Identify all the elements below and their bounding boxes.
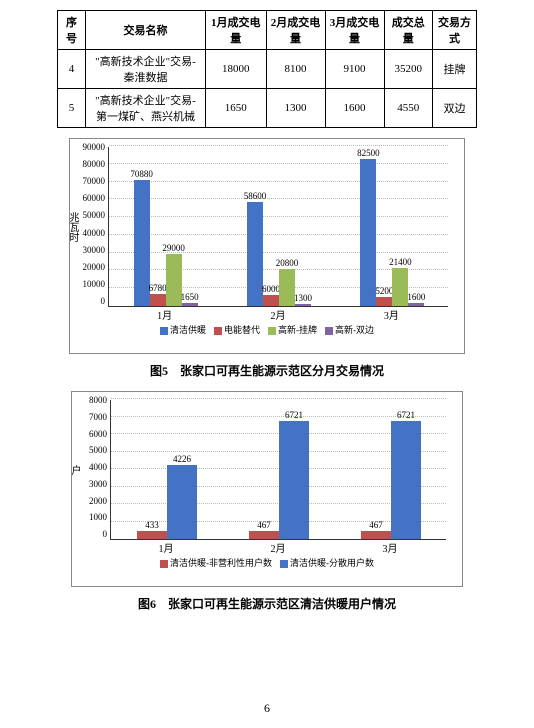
x-category-label: 3月 [384,307,399,322]
chart5-caption: 图5 张家口可再生能源示范区分月交易情况 [40,362,494,379]
chart5-legend: 清洁供暖电能替代高新-挂牌高新-双边 [76,323,458,336]
bar [150,294,166,306]
bar [361,531,391,539]
bar-value-label: 29000 [162,243,185,253]
x-category-label: 3月 [383,540,398,555]
bar [360,159,376,306]
bar [249,531,279,539]
x-category-label: 2月 [271,307,286,322]
bar [376,297,392,306]
bar-value-label: 6721 [285,410,303,420]
legend-item: 高新-挂牌 [268,323,317,336]
x-category-label: 2月 [271,540,286,555]
x-category-label: 1月 [159,540,174,555]
chart6-legend: 清洁供暖-非营利性用户数清洁供暖-分散用户数 [78,556,456,569]
bar-value-label: 433 [145,520,159,530]
th-no: 序号 [58,11,86,50]
chart6-ylabel: 户 [67,465,82,475]
legend-item: 电能替代 [214,323,260,336]
bar [134,180,150,306]
bar-value-label: 20800 [276,258,299,268]
bar [137,531,167,539]
bar-value-label: 70880 [130,169,153,179]
bar [182,303,198,306]
bar-value-label: 467 [257,520,271,530]
bar-value-label: 6000 [262,284,280,294]
bar [167,465,197,539]
chart5-yaxis: 9000080000700006000050000400003000020000… [79,142,105,306]
th-m2: 2月成交电量 [266,11,325,50]
bar [295,304,311,306]
chart6-yaxis: 800070006000500040003000200010000 [81,395,107,539]
chart6-caption: 图6 张家口可再生能源示范区清洁供暖用户情况 [40,595,494,612]
x-category-label: 1月 [157,307,172,322]
page-number: 6 [0,701,534,716]
bar-value-label: 21400 [389,257,412,267]
bar [279,421,309,539]
bar [279,269,295,306]
th-mode: 交易方式 [433,11,477,50]
th-total: 成交总量 [384,11,433,50]
chart5: 兆瓦时 900008000070000600005000040000300002… [69,138,465,354]
bar-value-label: 1300 [294,293,312,303]
bar-value-label: 1650 [181,292,199,302]
bar [247,202,263,306]
bar [392,268,408,306]
chart6: 户 800070006000500040003000200010000 4334… [71,391,463,587]
trade-table: 序号 交易名称 1月成交电量 2月成交电量 3月成交电量 成交总量 交易方式 4… [57,10,477,128]
bar [408,303,424,306]
bar-value-label: 58600 [244,191,267,201]
bar-value-label: 6721 [397,410,415,420]
bar-value-label: 82500 [357,148,380,158]
bar-value-label: 4226 [173,454,191,464]
bar-value-label: 1600 [407,292,425,302]
legend-item: 清洁供暖 [160,323,206,336]
bar [166,254,182,306]
legend-item: 清洁供暖-非营利性用户数 [160,556,272,569]
bar [391,421,421,539]
th-name: 交易名称 [86,11,206,50]
th-m3: 3月成交电量 [325,11,384,50]
legend-item: 高新-双边 [325,323,374,336]
bar-value-label: 5200 [375,286,393,296]
table-row: 4 "高新技术企业"交易-秦淮数据 18000 8100 9100 35200 … [58,50,477,89]
bar-value-label: 6780 [149,283,167,293]
chart5-ylabel: 兆瓦时 [65,212,80,242]
chart5-xaxis: 1月 2月 3月 [108,307,448,319]
bar-value-label: 467 [369,520,383,530]
legend-item: 清洁供暖-分散用户数 [280,556,374,569]
th-m1: 1月成交电量 [206,11,267,50]
bar [263,295,279,306]
chart6-xaxis: 1月 2月 3月 [110,540,446,552]
table-row: 5 "高新技术企业"交易-第一煤矿、燕兴机械 1650 1300 1600 45… [58,89,477,128]
